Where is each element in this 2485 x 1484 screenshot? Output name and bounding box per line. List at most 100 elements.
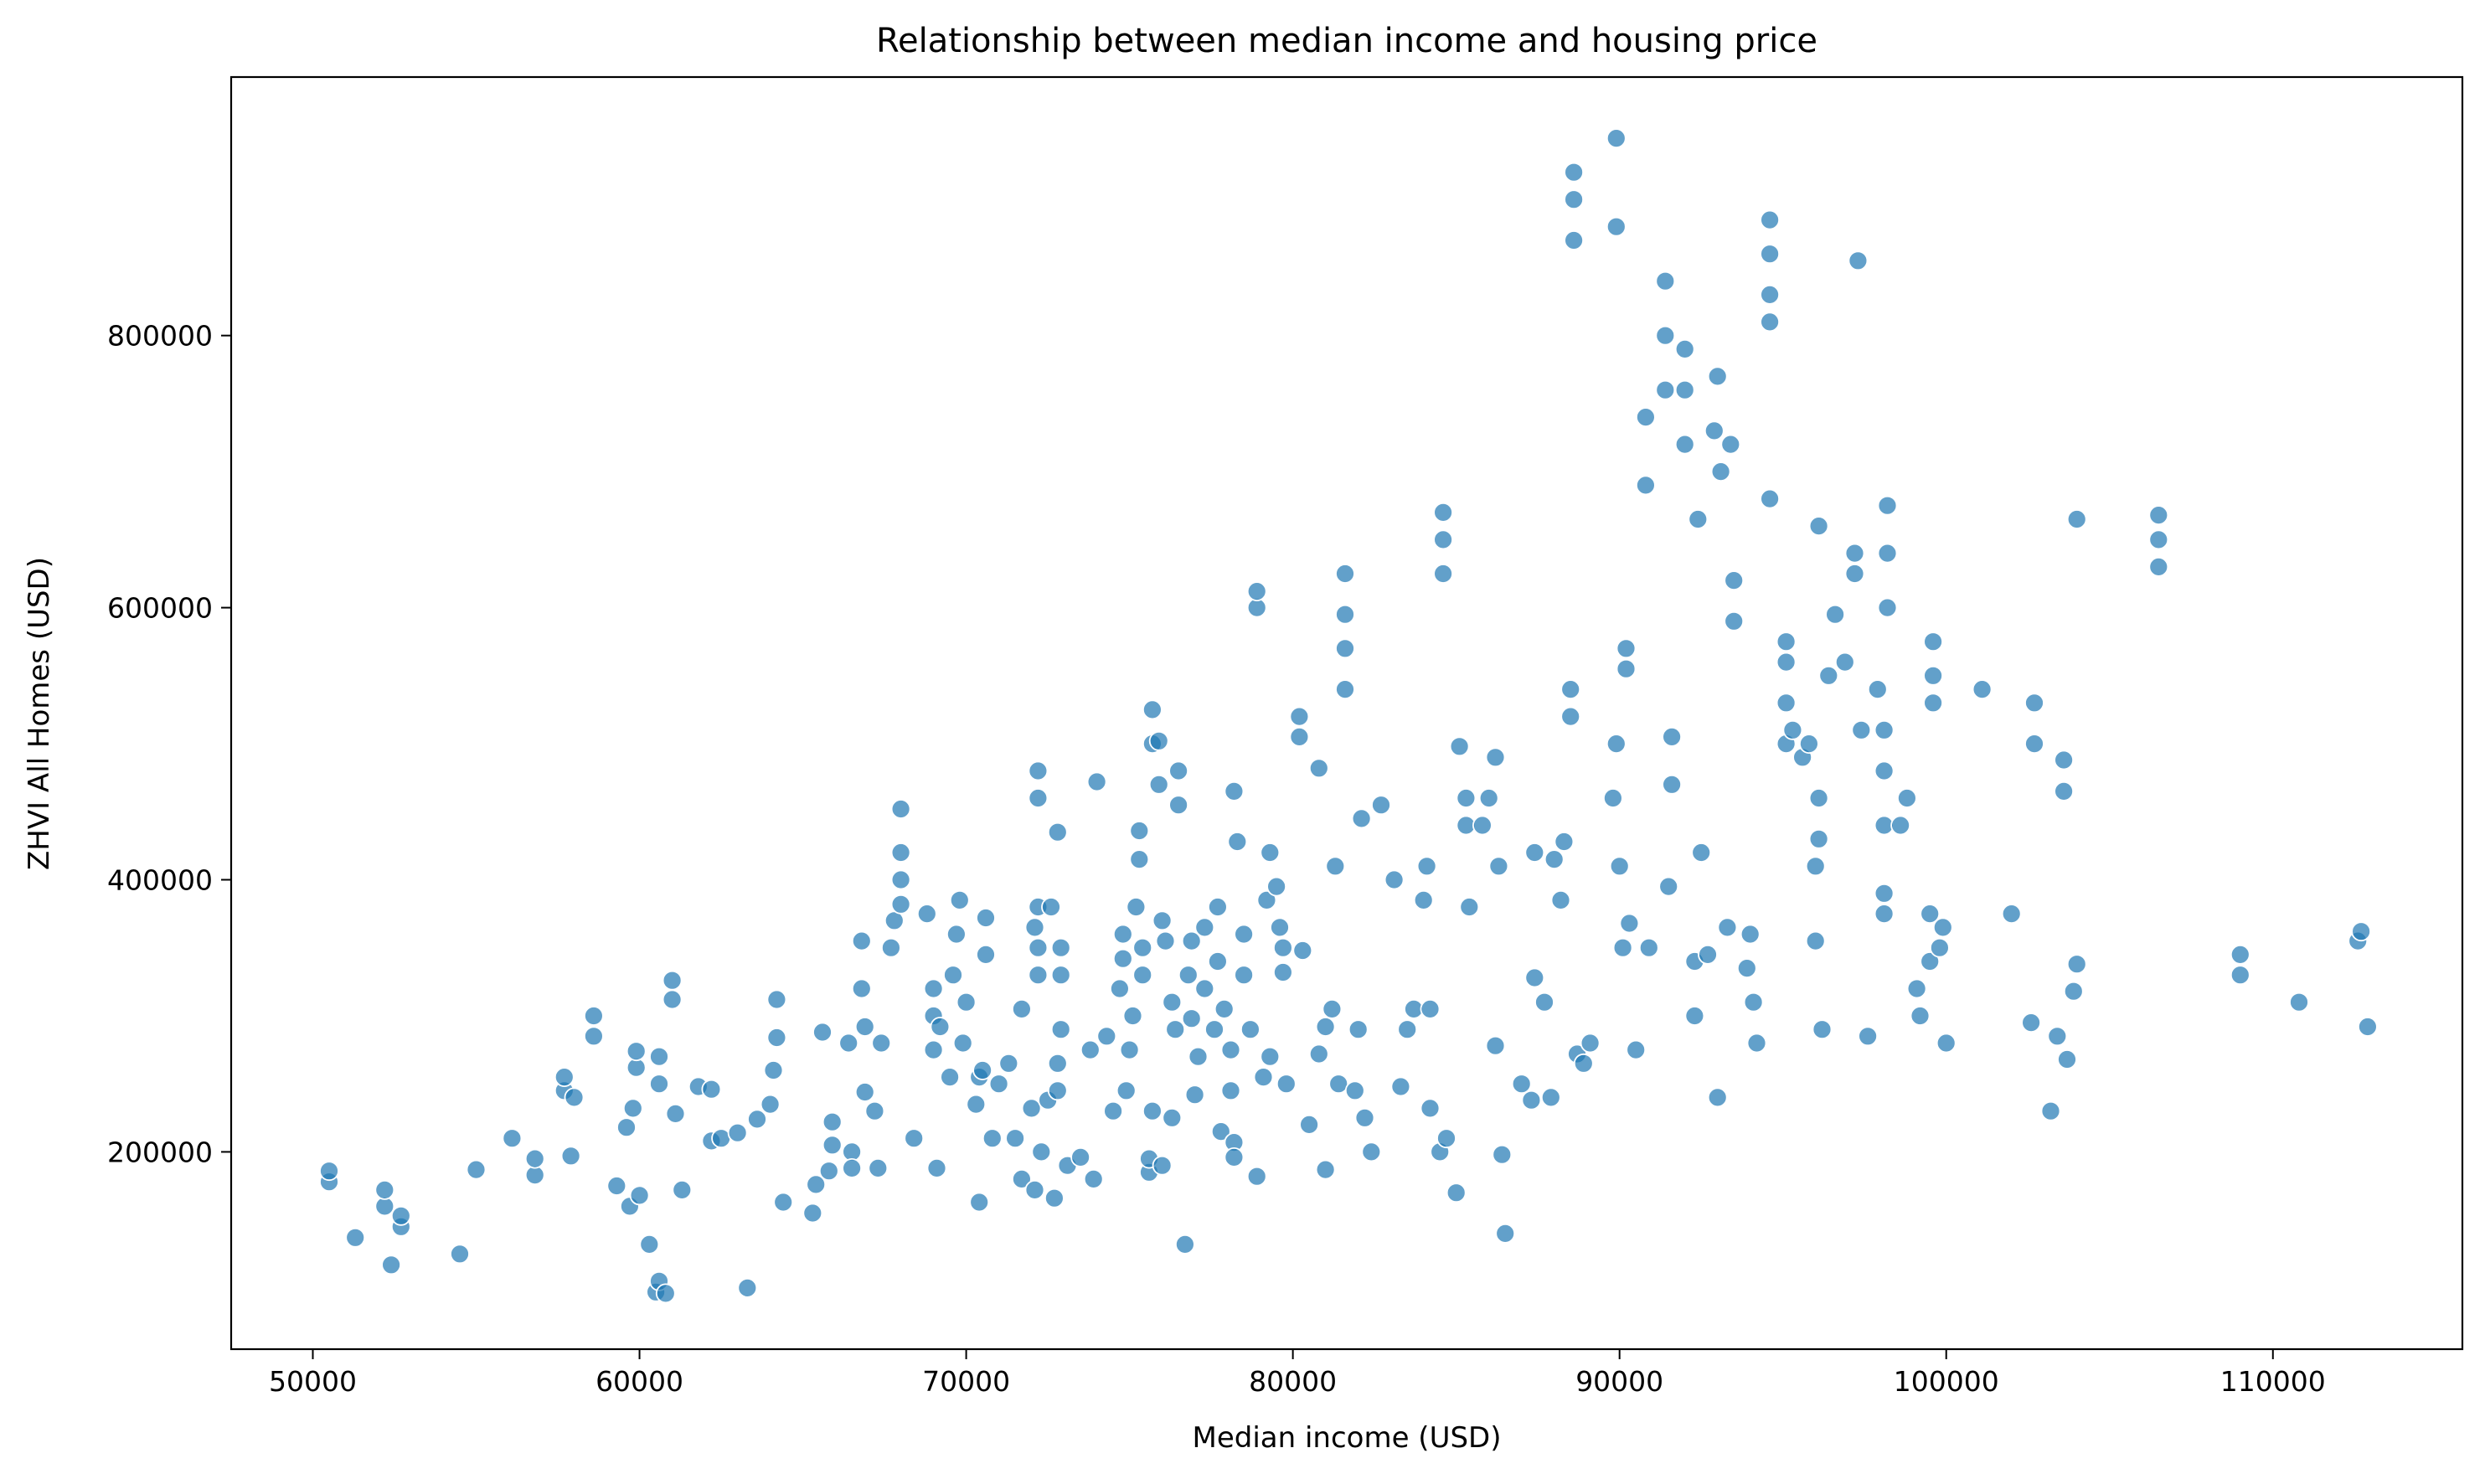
scatter-point — [1299, 1115, 1319, 1135]
scatter-point — [2057, 1049, 2077, 1069]
scatter-point — [1877, 543, 1898, 564]
scatter-point — [1308, 758, 1329, 779]
scatter-point — [1390, 1076, 1411, 1097]
scatter-point — [1626, 1039, 1647, 1060]
scatter-point — [524, 1148, 545, 1169]
scatter-point — [1834, 652, 1855, 672]
scatter-point — [1328, 1074, 1349, 1095]
scatter-point — [1782, 719, 1803, 740]
scatter-point — [2148, 529, 2169, 550]
scatter-point — [1214, 999, 1235, 1019]
scatter-point — [1923, 693, 1944, 714]
scatter-point — [1798, 734, 1819, 754]
scatter-point — [1289, 706, 1310, 727]
scatter-point — [1746, 1033, 1767, 1054]
scatter-point — [851, 930, 872, 951]
scatter-point — [466, 1159, 487, 1180]
scatter-point — [374, 1180, 395, 1200]
scatter-point — [1560, 706, 1581, 727]
scatter-point — [1459, 897, 1480, 917]
scatter-point — [626, 1041, 647, 1062]
scatter-point — [1270, 917, 1290, 938]
scatter-point — [763, 1060, 784, 1080]
scatter-point — [1524, 842, 1545, 863]
scatter-point — [1760, 244, 1781, 265]
scatter-point — [701, 1079, 722, 1100]
scatter-point — [1024, 917, 1045, 938]
scatter-point — [1674, 434, 1695, 455]
scatter-point — [1874, 760, 1895, 781]
scatter-point — [1929, 937, 1950, 958]
scatter-point — [1397, 1019, 1418, 1040]
scatter-point — [1603, 788, 1623, 808]
scatter-point — [1521, 1090, 1542, 1110]
scatter-point — [1910, 1006, 1931, 1026]
x-tick-label: 60000 — [595, 1365, 683, 1398]
scatter-point — [916, 904, 937, 924]
scatter-point — [1564, 189, 1584, 210]
scatter-point — [1308, 1043, 1329, 1064]
scatter-point — [1662, 727, 1682, 747]
scatter-point — [1142, 1100, 1163, 1121]
scatter-point — [890, 894, 911, 915]
scatter-point — [1524, 967, 1545, 988]
scatter-point — [1544, 849, 1565, 869]
scatter-point — [1371, 795, 1391, 816]
scatter-point — [1413, 890, 1434, 910]
x-tick-label: 90000 — [1575, 1365, 1663, 1398]
scatter-point — [1433, 564, 1453, 584]
scatter-point — [1416, 856, 1437, 877]
scatter-point — [1119, 1039, 1140, 1060]
scatter-point — [1495, 1224, 1516, 1244]
scatter-point — [1920, 904, 1941, 924]
scatter-point — [1168, 795, 1188, 816]
scatter-point — [1028, 965, 1049, 986]
scatter-point — [1322, 999, 1343, 1019]
scatter-point — [2021, 1013, 2042, 1033]
scatter-point — [773, 1192, 794, 1213]
scatter-point — [1083, 1169, 1104, 1189]
scatter-point — [1554, 832, 1575, 852]
scatter-point — [1920, 951, 1941, 971]
plot-frame — [229, 75, 2464, 1351]
scatter-point — [1420, 1098, 1441, 1119]
scatter-point — [639, 1234, 660, 1255]
scatter-point — [1638, 937, 1659, 958]
scatter-point — [1573, 1053, 1594, 1074]
scatter-point — [1181, 930, 1202, 951]
scatter-point — [1655, 325, 1676, 346]
scatter-point — [982, 1128, 1003, 1149]
scatter-point — [1112, 924, 1133, 945]
scatter-point — [1021, 1098, 1042, 1119]
scatter-point — [560, 1146, 581, 1167]
scatter-point — [1110, 978, 1130, 999]
scatter-point — [1616, 658, 1637, 679]
scatter-point — [584, 1026, 604, 1047]
scatter-point — [1220, 1039, 1241, 1060]
scatter-point — [2024, 734, 2044, 754]
scatter-point — [1698, 945, 1718, 965]
scatter-point — [1224, 1147, 1245, 1167]
scatter-point — [1485, 1035, 1506, 1056]
scatter-point — [1246, 581, 1267, 601]
scatter-point — [662, 970, 683, 991]
scatter-point — [1047, 822, 1068, 842]
scatter-point — [1168, 760, 1188, 781]
scatter-point — [949, 890, 970, 910]
scatter-point — [1132, 965, 1153, 986]
scatter-point — [2040, 1100, 2061, 1121]
scatter-point — [806, 1174, 827, 1195]
scatter-point — [881, 937, 901, 958]
scatter-point — [1616, 638, 1637, 659]
scatter-point — [1707, 1087, 1728, 1108]
scatter-point — [1162, 992, 1183, 1013]
scatter-point — [1923, 631, 1944, 652]
scatter-point — [1636, 407, 1656, 428]
y-axis-label: ZHVI All Homes (USD) — [23, 557, 56, 870]
scatter-point — [1674, 379, 1695, 400]
scatter-point — [1420, 999, 1441, 1019]
scatter-point — [1478, 788, 1499, 808]
scatter-point — [2001, 904, 2022, 924]
